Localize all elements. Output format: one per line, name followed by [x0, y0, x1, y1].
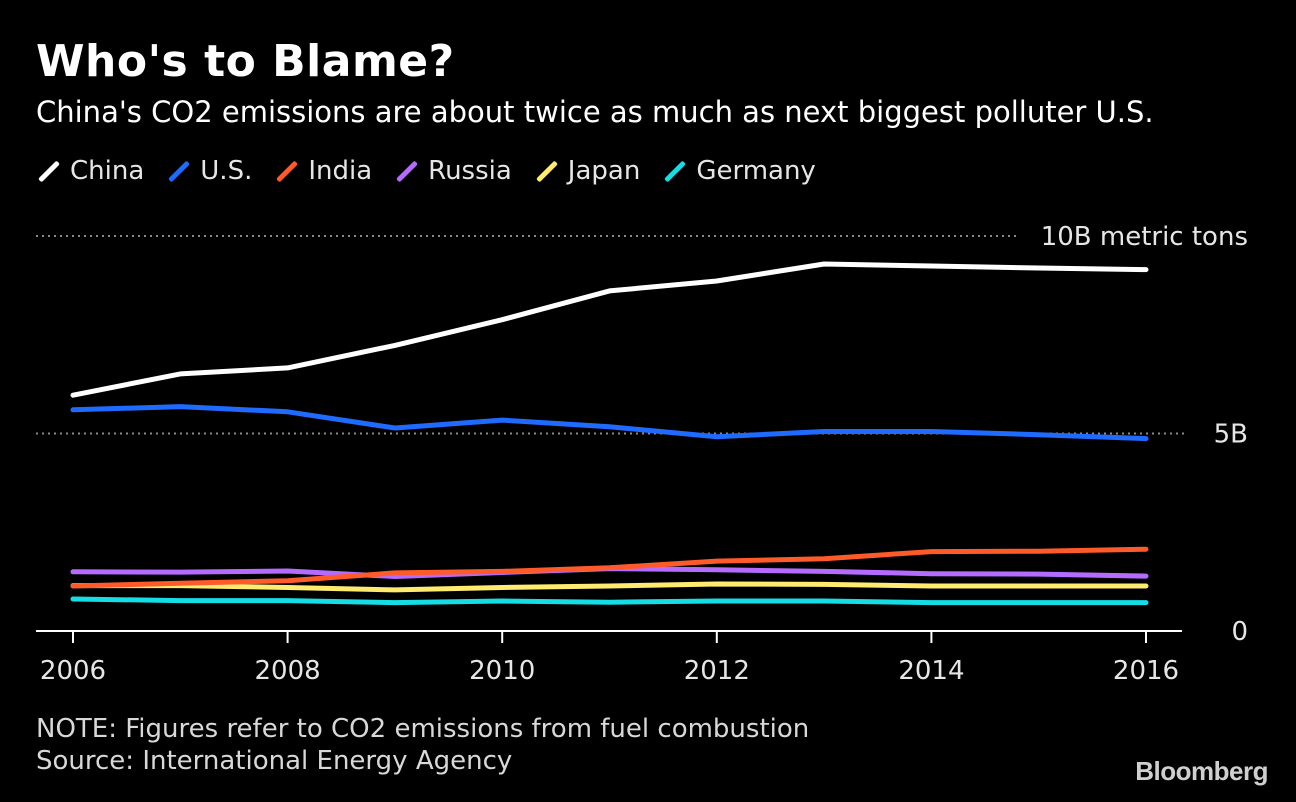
legend-item: India	[274, 156, 372, 186]
x-tick-label: 2012	[684, 656, 750, 686]
x-tick-label: 2008	[255, 656, 321, 686]
legend-label: India	[308, 156, 373, 186]
chart-subtitle: China's CO2 emissions are about twice as…	[36, 95, 1154, 129]
series-line-china	[70, 261, 1149, 398]
legend-item: Japan	[534, 156, 641, 186]
y-tick-label: 0	[1231, 617, 1248, 647]
legend-label: China	[70, 156, 145, 186]
legend-label: Japan	[567, 156, 641, 186]
chart-source: Source: International Energy Agency	[36, 746, 513, 776]
chart-note: NOTE: Figures refer to CO2 emissions fro…	[36, 714, 810, 744]
x-tick-label: 2006	[40, 656, 106, 686]
y-tick-label: 10B metric tons	[1041, 222, 1248, 252]
x-tick-label: 2014	[898, 656, 964, 686]
legend-item: China	[36, 156, 144, 186]
series-line-japan	[70, 581, 1149, 593]
chart-title: Who's to Blame?	[36, 36, 455, 87]
bloomberg-logo: Bloomberg	[1135, 756, 1268, 786]
x-tick-label: 2016	[1113, 656, 1179, 686]
legend-label: Germany	[696, 156, 816, 186]
legend-item: Germany	[662, 156, 816, 186]
legend-label: U.S.	[200, 156, 253, 186]
legend-item: U.S.	[166, 156, 252, 186]
series-line-us	[70, 404, 1149, 442]
series-line-germany	[70, 596, 1149, 606]
legend-label: Russia	[428, 156, 512, 186]
legend-item: Russia	[394, 156, 512, 186]
y-tick-label: 5B	[1214, 420, 1248, 450]
x-tick-label: 2010	[469, 656, 535, 686]
chart-legend: China U.S. India Russia Japan Germany	[36, 156, 838, 186]
series-line-india	[70, 546, 1149, 589]
